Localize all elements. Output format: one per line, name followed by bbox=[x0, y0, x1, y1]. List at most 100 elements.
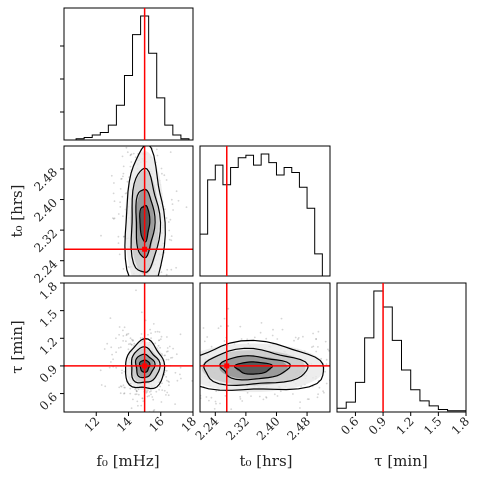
scatter-point bbox=[271, 334, 274, 337]
scatter-point bbox=[165, 358, 168, 361]
scatter-point bbox=[315, 350, 318, 353]
scatter-point bbox=[258, 395, 261, 398]
scatter-point bbox=[119, 206, 122, 208]
scatter-point bbox=[152, 398, 155, 401]
scatter-point bbox=[327, 348, 329, 351]
contour-line bbox=[219, 355, 292, 381]
panel-f0-tau bbox=[63, 282, 194, 413]
scatter-point bbox=[127, 332, 130, 335]
scatter-point bbox=[281, 328, 284, 331]
scatter-point bbox=[122, 215, 124, 218]
scatter-point bbox=[223, 340, 226, 342]
scatter-point bbox=[203, 340, 206, 343]
histogram-tau bbox=[336, 290, 467, 412]
scatter-point bbox=[133, 342, 136, 345]
scatter-point bbox=[134, 156, 137, 159]
x-tick-label-tau: 0.9 bbox=[366, 414, 389, 437]
scatter-point bbox=[155, 390, 158, 393]
scatter-point bbox=[317, 393, 319, 396]
y-tick-label-tau: 1.5 bbox=[37, 307, 60, 330]
contour-line bbox=[200, 339, 325, 391]
scatter-point bbox=[148, 391, 151, 393]
scatter-point bbox=[113, 182, 115, 184]
scatter-point bbox=[122, 340, 124, 342]
scatter-point bbox=[142, 400, 145, 402]
scatter-point bbox=[152, 323, 155, 325]
scatter-point bbox=[155, 148, 158, 151]
x-tick-label-tau: 1.5 bbox=[421, 414, 444, 437]
scatter-point bbox=[130, 407, 133, 410]
scatter-point bbox=[265, 337, 268, 340]
y-tick-label-tau: 1.2 bbox=[37, 335, 60, 358]
scatter-point bbox=[139, 280, 141, 282]
scatter-point bbox=[135, 389, 138, 392]
scatter-point bbox=[127, 266, 130, 268]
scatter-point bbox=[210, 345, 213, 348]
histogram-t0 bbox=[199, 153, 323, 276]
x-tick-label-t0: 2.32 bbox=[223, 414, 252, 443]
scatter-point bbox=[132, 152, 135, 155]
scatter-point bbox=[168, 345, 171, 348]
scatter-point bbox=[127, 348, 130, 351]
scatter-point bbox=[137, 393, 140, 396]
x-tick-label-f0: 12 bbox=[82, 414, 103, 435]
scatter-point bbox=[119, 392, 122, 395]
scatter-point bbox=[144, 278, 146, 280]
scatter-point bbox=[202, 327, 205, 329]
scatter-point bbox=[165, 376, 168, 378]
panel-content bbox=[196, 283, 334, 412]
scatter-point bbox=[315, 338, 317, 340]
scatter-point bbox=[119, 346, 122, 349]
scatter-point bbox=[273, 393, 276, 396]
scatter-point bbox=[122, 335, 125, 337]
scatter-point bbox=[132, 339, 135, 341]
y-tick-label-t0: 2.48 bbox=[31, 165, 60, 194]
scatter-point bbox=[153, 409, 156, 411]
scatter-point bbox=[167, 358, 170, 361]
scatter-point bbox=[122, 268, 125, 270]
scatter-point bbox=[324, 370, 326, 373]
scatter-point bbox=[160, 335, 163, 338]
x-tick-label-f0: 14 bbox=[114, 414, 135, 435]
scatter-point bbox=[331, 393, 333, 395]
scatter-point bbox=[265, 396, 268, 399]
scatter-point bbox=[224, 395, 227, 397]
scatter-point bbox=[135, 289, 137, 292]
scatter-point bbox=[130, 343, 133, 346]
x-axis-label-tau: τ [min] bbox=[374, 452, 427, 470]
scatter-point bbox=[122, 175, 124, 178]
scatter-point bbox=[120, 385, 123, 388]
scatter-point bbox=[134, 393, 137, 396]
scatter-point bbox=[239, 398, 242, 400]
scatter-point bbox=[332, 343, 334, 345]
scatter-point bbox=[168, 384, 170, 387]
scatter-point bbox=[241, 400, 244, 402]
scatter-point bbox=[142, 340, 145, 342]
scatter-point bbox=[328, 349, 330, 352]
scatter-point bbox=[123, 235, 125, 238]
scatter-point bbox=[130, 161, 133, 163]
scatter-point bbox=[123, 392, 126, 395]
scatter-point bbox=[159, 338, 162, 341]
scatter-point bbox=[299, 407, 301, 409]
scatter-point bbox=[196, 363, 198, 365]
scatter-point bbox=[99, 369, 102, 372]
scatter-point bbox=[219, 325, 222, 328]
y-axis-label-tau: τ [min] bbox=[8, 320, 26, 373]
panel-frame bbox=[63, 145, 194, 277]
scatter-point bbox=[125, 340, 127, 343]
scatter-point bbox=[292, 393, 294, 395]
scatter-point bbox=[161, 382, 163, 385]
scatter-point bbox=[123, 370, 126, 373]
scatter-point bbox=[308, 398, 310, 400]
scatter-point bbox=[130, 278, 132, 280]
scatter-point bbox=[169, 278, 171, 280]
panel-frame-diag-t0 bbox=[199, 145, 331, 277]
scatter-point bbox=[160, 271, 163, 274]
x-tick-label-tau: 1.2 bbox=[393, 414, 416, 437]
scatter-point bbox=[164, 354, 167, 357]
scatter-point bbox=[113, 217, 116, 220]
scatter-point bbox=[317, 346, 319, 348]
scatter-point bbox=[131, 340, 134, 342]
